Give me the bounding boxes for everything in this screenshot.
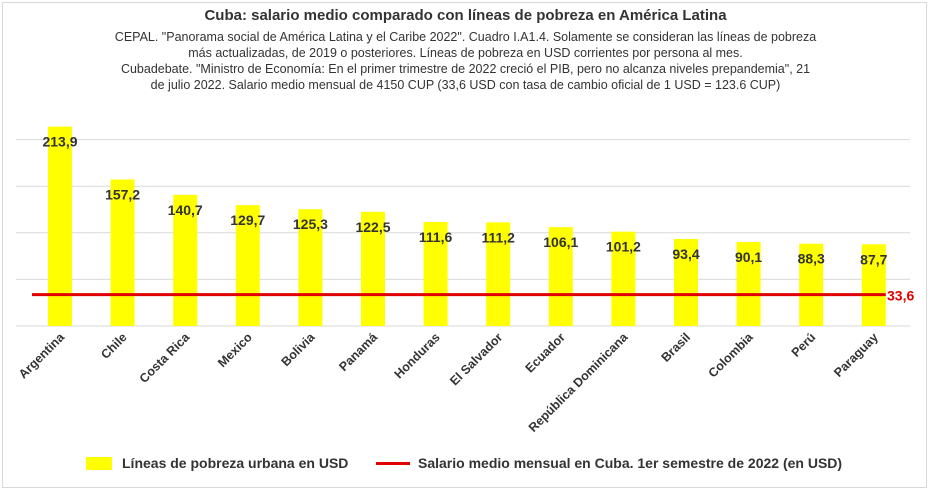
bar-value-label: 140,7 — [168, 202, 203, 218]
chart-subtitle-line-1: CEPAL. "Panorama social de América Latin… — [114, 30, 817, 44]
x-tick-label: Perú — [789, 330, 819, 360]
bar-value-label: 125,3 — [293, 216, 328, 232]
chart-title: Cuba: salario medio comparado con líneas… — [204, 7, 727, 24]
bar — [548, 227, 573, 326]
legend-swatch-bars — [86, 456, 112, 470]
chart-subtitle-line-3: Cubadebate. "Ministro de Economía: En el… — [120, 62, 811, 76]
x-tick-label: El Salvador — [447, 330, 505, 388]
x-tick-label: Bolivia — [279, 329, 319, 369]
bar — [48, 126, 72, 326]
x-tick-label: Argentina — [16, 329, 68, 381]
bar-value-label: 157,2 — [105, 186, 140, 202]
bar — [861, 244, 886, 326]
chart-subtitle-line-4: de julio 2022. Salario medio mensual de … — [150, 78, 781, 92]
bar-value-label: 106,1 — [543, 234, 578, 250]
bar — [110, 179, 135, 326]
bar — [423, 221, 448, 326]
bar-value-label: 88,3 — [798, 251, 825, 267]
x-tick-label: Honduras — [392, 330, 443, 381]
bar — [298, 209, 323, 326]
x-tick-label: Brasil — [659, 330, 693, 364]
x-tick-label: Costa Rica — [137, 329, 193, 385]
bar — [173, 194, 198, 326]
x-tick-label: Chile — [98, 330, 130, 362]
bar — [799, 243, 824, 326]
bar-value-label: 93,4 — [672, 246, 699, 262]
chart-subtitle-line-2: más actualizadas, de 2019 o posteriores.… — [188, 46, 743, 60]
x-tick-label: Mexico — [215, 330, 255, 370]
legend-swatch-line — [376, 461, 410, 465]
legend-item-bars: Líneas de pobreza urbana en USD — [86, 455, 348, 471]
bar-value-label: 111,6 — [419, 229, 453, 245]
legend-label-line: Salario medio mensual en Cuba. 1er semes… — [418, 455, 843, 471]
bar-value-label: 101,2 — [606, 239, 641, 255]
bar-value-label: 129,7 — [230, 212, 265, 228]
salary-line-label: 33,6 — [887, 288, 914, 304]
bar — [611, 231, 636, 326]
bar-value-label: 213,9 — [42, 134, 77, 150]
x-tick-label: Ecuador — [523, 330, 568, 375]
bar — [674, 238, 698, 326]
bar-value-label: 90,1 — [735, 249, 762, 265]
legend-label-bars: Líneas de pobreza urbana en USD — [122, 455, 349, 471]
bar-value-label: 122,5 — [355, 219, 390, 235]
bar-value-label: 87,7 — [860, 251, 887, 267]
legend-item-line: Salario medio mensual en Cuba. 1er semes… — [376, 455, 842, 471]
x-tick-label: Paraguay — [831, 330, 881, 380]
bar — [486, 222, 511, 326]
bar — [736, 242, 761, 326]
x-tick-label: Panamá — [336, 330, 380, 374]
bar — [361, 211, 385, 326]
x-tick-label: Colombia — [706, 329, 757, 380]
bar-value-label: 111,2 — [481, 229, 515, 245]
